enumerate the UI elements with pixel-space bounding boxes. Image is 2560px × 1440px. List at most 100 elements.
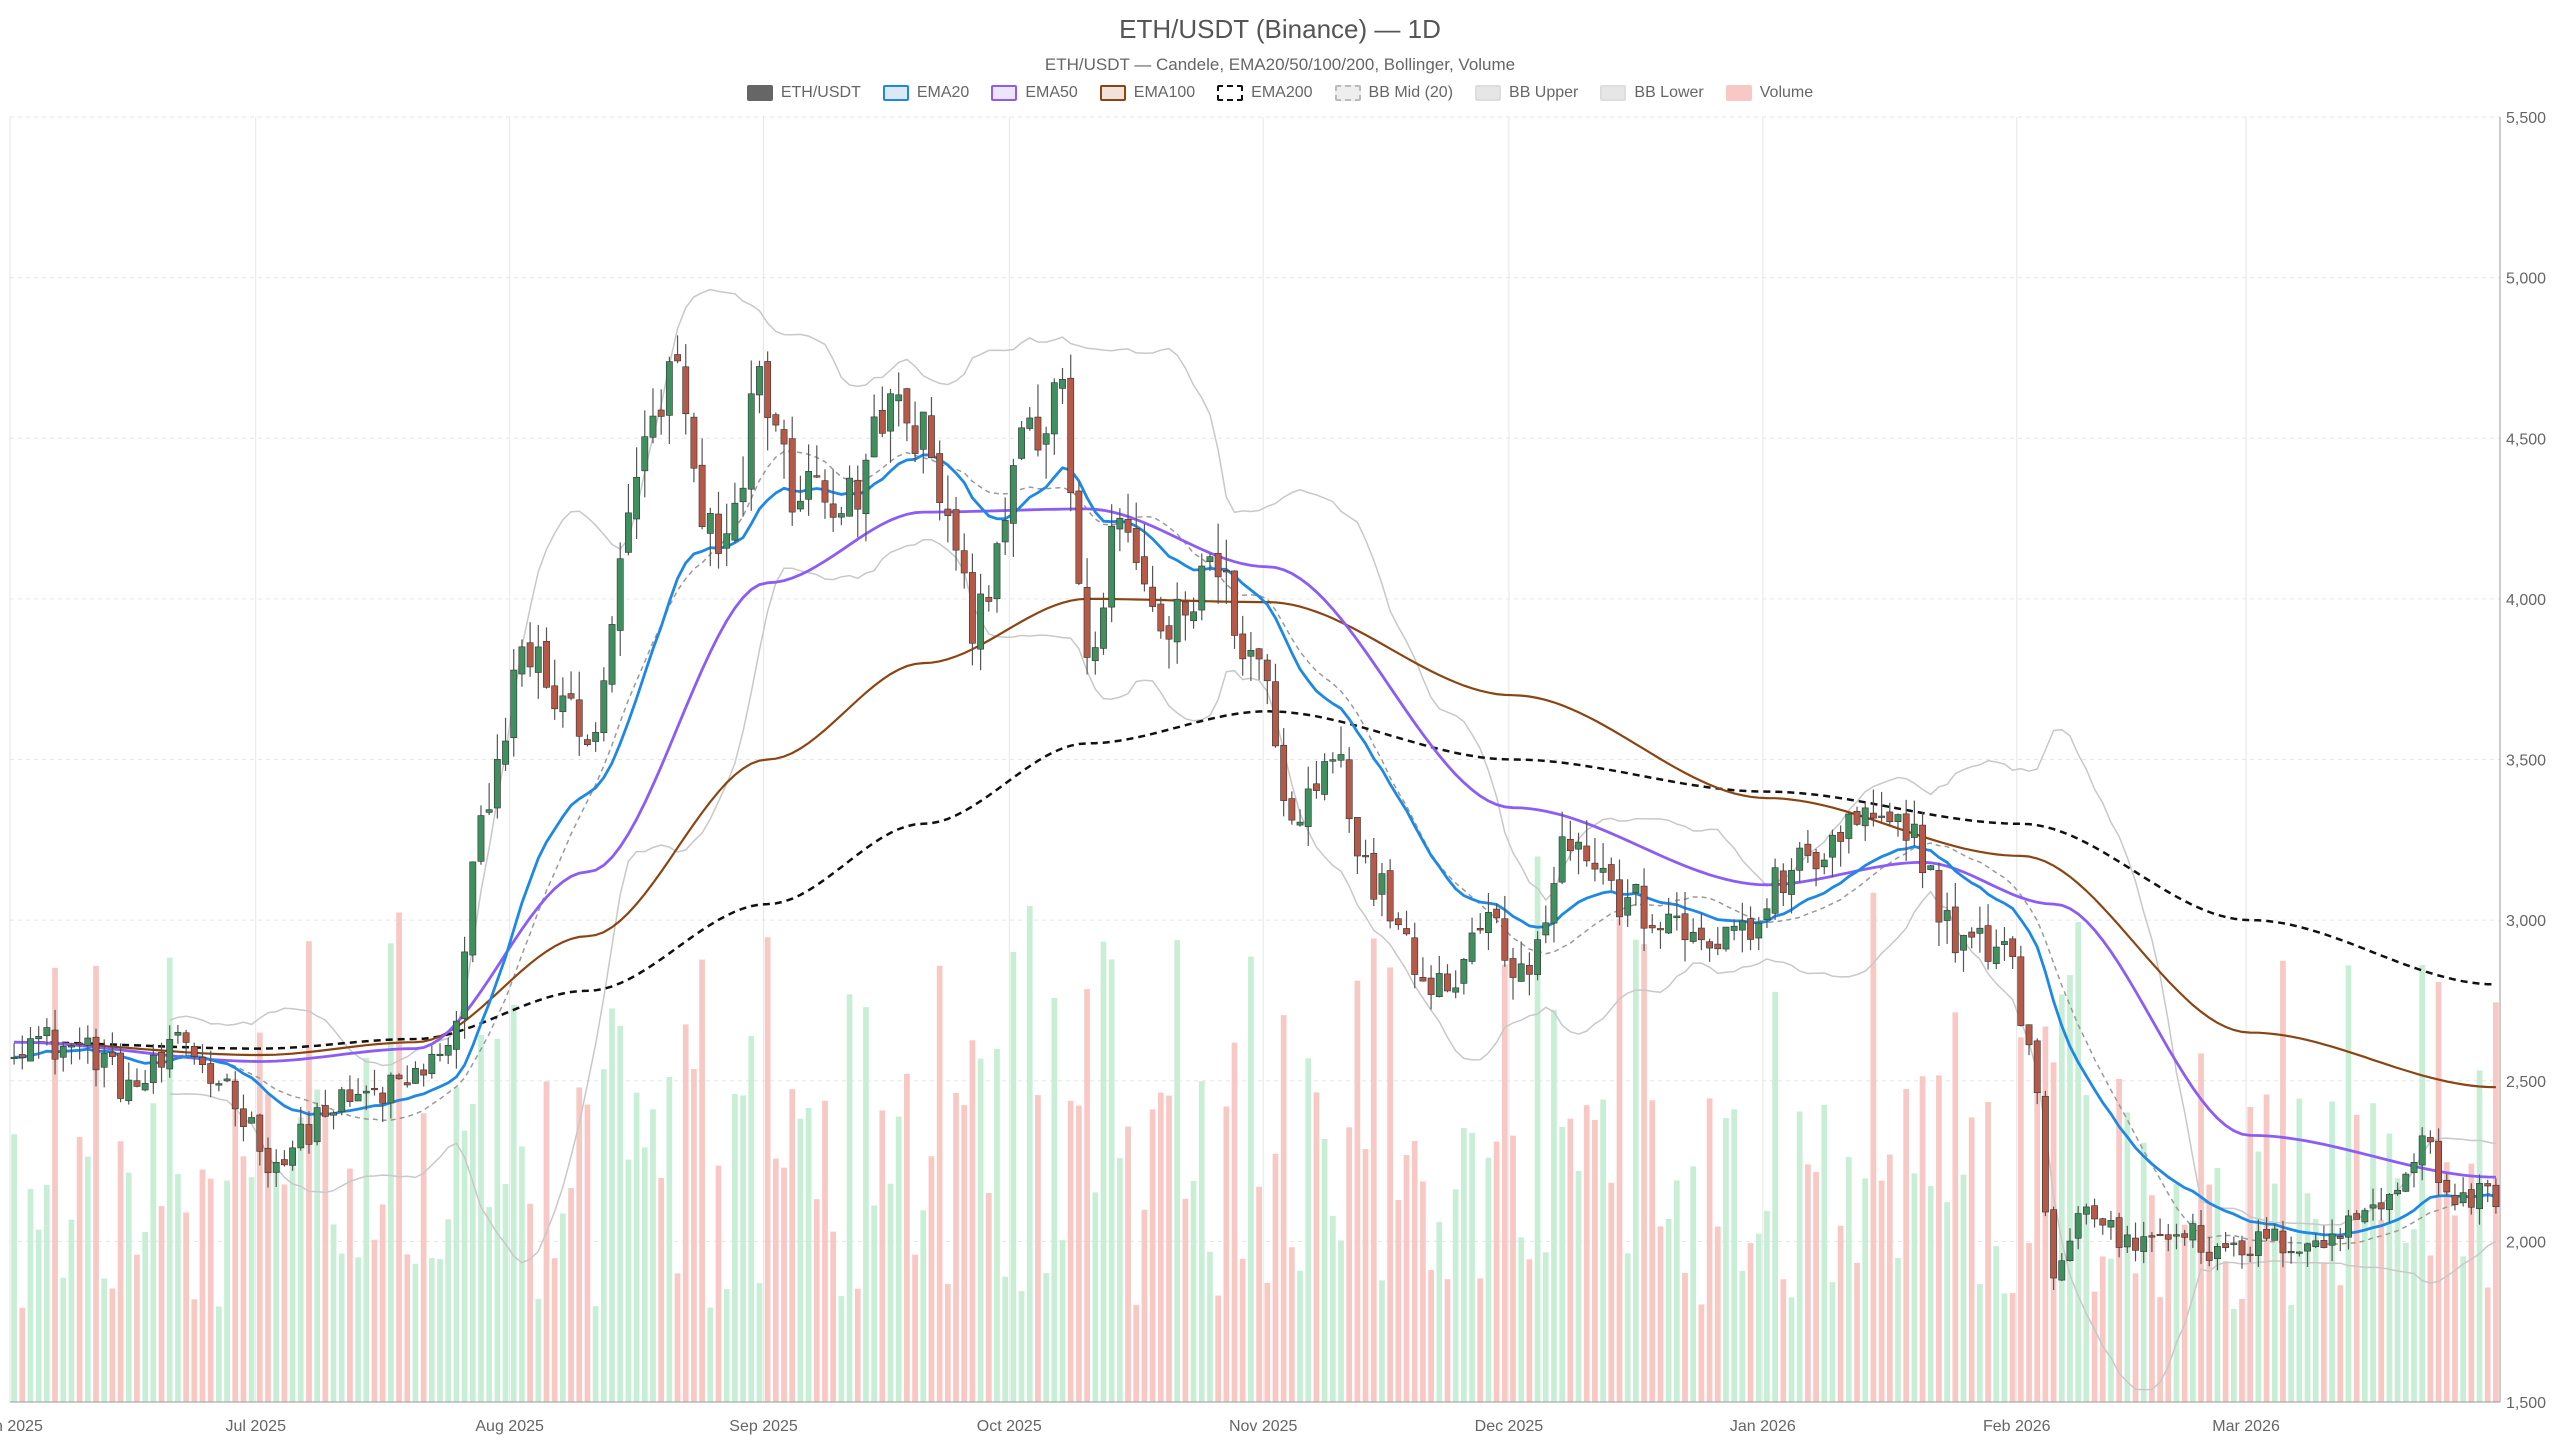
volume-bar — [355, 1257, 361, 1402]
candle-body — [2295, 1251, 2303, 1254]
candle-body — [2320, 1240, 2328, 1248]
volume-bar — [527, 1203, 533, 1402]
volume-bar — [437, 1259, 443, 1402]
candle-body — [1124, 519, 1132, 533]
volume-bar — [1436, 1221, 1443, 1402]
volume-bar — [363, 1057, 370, 1402]
legend-label: BB Mid (20) — [1368, 84, 1454, 101]
volume-bar — [1501, 964, 1508, 1402]
candle-body — [1902, 813, 1910, 841]
volume-bar — [412, 1263, 419, 1402]
bollinger-bands — [169, 288, 2497, 1391]
legend-item[interactable]: BB Mid (20) — [1334, 84, 1454, 102]
x-tick-label: Aug 2025 — [475, 1418, 544, 1435]
legend-item[interactable]: EMA100 — [1099, 84, 1195, 102]
volume-bar — [1583, 1105, 1590, 1402]
candle-body — [1878, 815, 1886, 818]
volume-bar — [1608, 1182, 1615, 1402]
volume-bar — [1035, 1095, 1041, 1402]
volume-bar — [1387, 967, 1394, 1402]
candle-body — [1951, 906, 1959, 954]
candle-body — [887, 393, 894, 432]
candle-body — [780, 429, 788, 445]
volume-bar — [519, 1146, 525, 1402]
volume-bar — [150, 1103, 157, 1402]
candle-body — [1378, 873, 1386, 895]
y-tick-label: 3,500 — [2506, 753, 2546, 770]
candle-body — [2074, 1213, 2082, 1239]
volume-bar — [2026, 1242, 2032, 1402]
legend-swatch — [1099, 85, 1126, 101]
legend-item[interactable]: BB Upper — [1475, 84, 1578, 102]
volume-bar — [142, 1231, 149, 1402]
candle-body — [231, 1080, 239, 1110]
candle-body — [1345, 759, 1353, 820]
candle-body — [1894, 814, 1902, 823]
volume-bar — [985, 1193, 992, 1402]
volume-bar — [2452, 1215, 2458, 1402]
volume-bar — [1985, 1101, 1991, 1402]
candle-body — [665, 361, 673, 416]
legend-item[interactable]: ETH/USDT — [746, 84, 861, 102]
volume-bar — [2419, 964, 2426, 1402]
volume-bar — [109, 1288, 116, 1402]
volume-bar — [183, 1212, 189, 1402]
candle-body — [1689, 932, 1697, 942]
volume-bar — [691, 1069, 697, 1402]
candle-body — [543, 640, 550, 688]
volume-bar — [191, 1299, 198, 1402]
candle-body — [1231, 570, 1238, 636]
candle-body — [1386, 870, 1394, 922]
volume-bar — [1452, 1189, 1459, 1402]
volume-bar — [1551, 1009, 1557, 1402]
candle-body — [936, 453, 944, 503]
volume-bar — [2189, 1220, 2196, 1402]
candle-body — [1681, 913, 1689, 941]
volume-bar — [2157, 1297, 2163, 1402]
y-tick-label: 1,500 — [2506, 1395, 2546, 1412]
candle-body — [690, 416, 698, 469]
legend-item[interactable]: EMA20 — [882, 84, 969, 102]
candle-body — [706, 513, 714, 534]
candle-body — [1493, 908, 1501, 919]
candle-body — [1460, 959, 1468, 984]
legend-item[interactable]: EMA200 — [1217, 84, 1313, 102]
candle-body — [100, 1052, 108, 1068]
candle-body — [264, 1147, 272, 1174]
candle-body — [2091, 1205, 2098, 1220]
volume-bar — [2378, 1219, 2385, 1402]
candle-body — [756, 366, 763, 396]
volume-bar — [240, 1156, 247, 1402]
volume-bar — [2206, 1184, 2213, 1402]
volume-bar — [781, 1167, 787, 1402]
candle-body — [1812, 852, 1820, 870]
volume-bar — [2001, 1293, 2008, 1402]
candle-body — [1435, 973, 1443, 998]
volume-bar — [224, 1180, 230, 1402]
volume-bar — [1723, 1118, 1729, 1402]
volume-bar — [469, 1103, 476, 1402]
volume-bar — [1837, 1225, 1844, 1402]
candle-body — [35, 1036, 43, 1040]
volume-bar — [1362, 1149, 1369, 1402]
candle-body — [141, 1082, 149, 1091]
legend-item[interactable]: Volume — [1725, 84, 1813, 102]
candle-body — [2426, 1137, 2434, 1143]
legend-item[interactable]: BB Lower — [1600, 84, 1704, 102]
candle-body — [1910, 823, 1918, 838]
volume-bar — [101, 1278, 108, 1402]
volume-bar — [895, 1116, 902, 1402]
candle-body — [2050, 1209, 2058, 1279]
volume-bar — [2091, 1291, 2098, 1402]
candle-body — [1616, 879, 1623, 918]
volume-bar — [371, 1239, 378, 1402]
volume-bar — [453, 1087, 460, 1402]
candle-body — [1173, 598, 1181, 643]
candle-body — [2345, 1215, 2352, 1238]
ema100-line — [14, 597, 2496, 1089]
candle-body — [837, 513, 845, 518]
legend-item[interactable]: EMA50 — [991, 84, 1078, 102]
candle-body — [108, 1051, 116, 1057]
bb-lower-line — [169, 538, 2497, 1391]
